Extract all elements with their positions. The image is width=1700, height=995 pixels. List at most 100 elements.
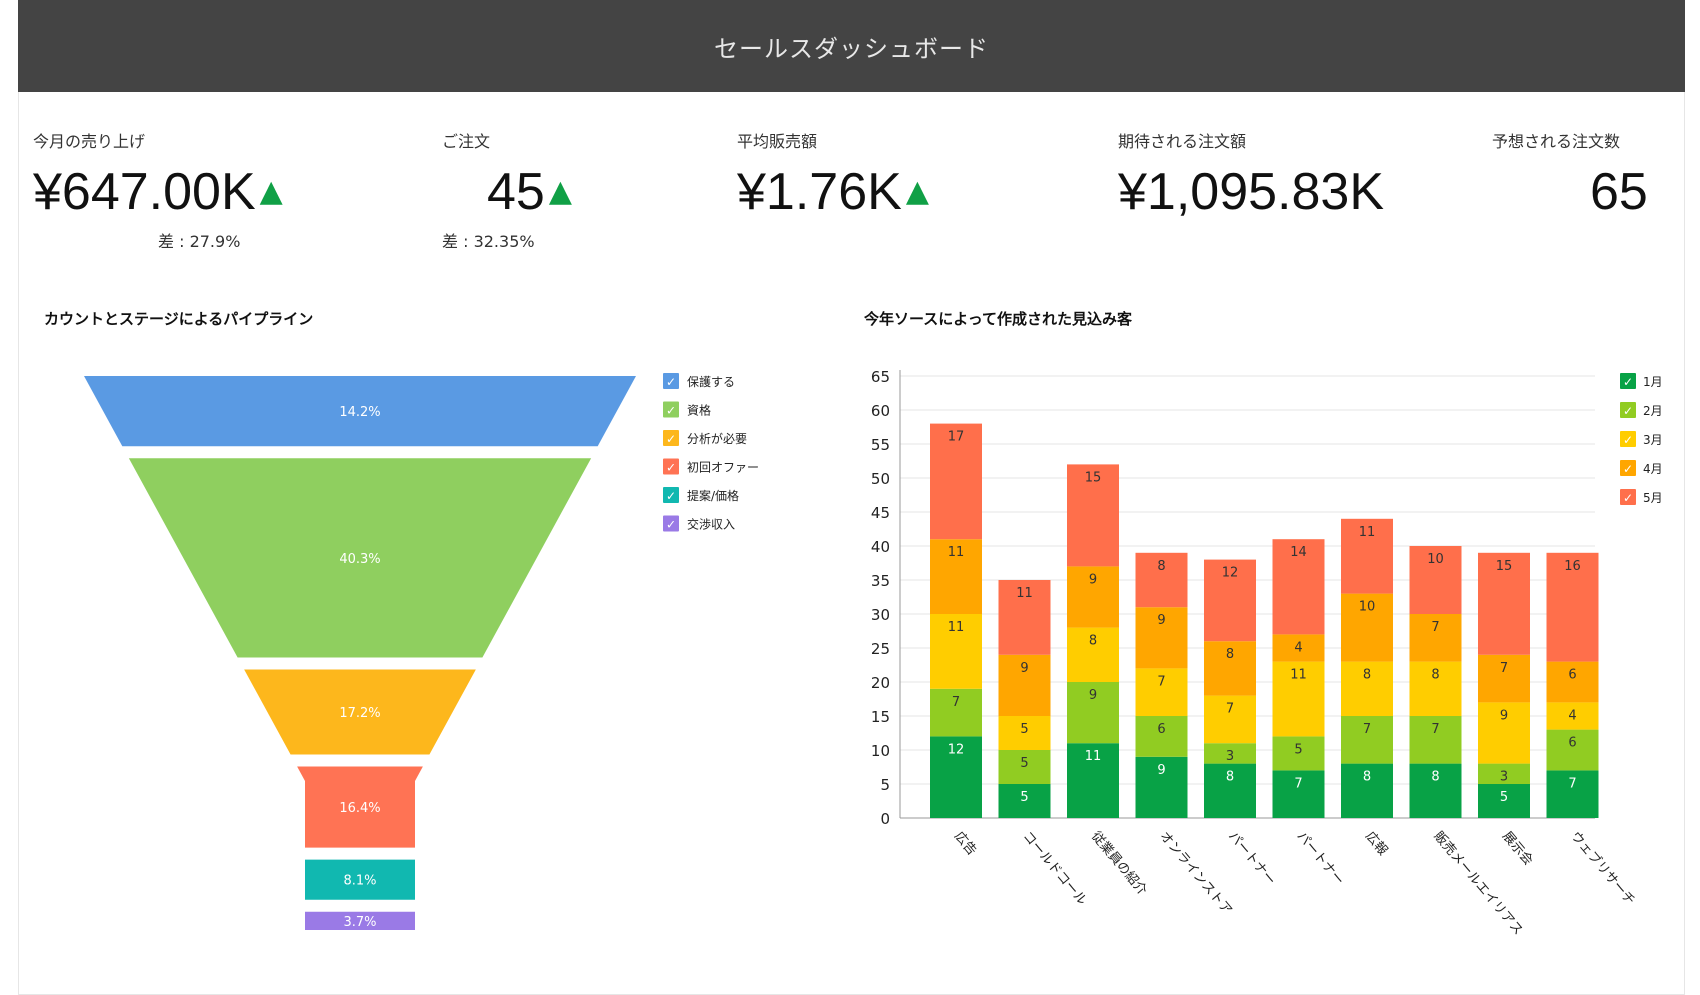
bar-value-label: 7 bbox=[1431, 620, 1439, 635]
bar-value-label: 9 bbox=[1157, 763, 1165, 778]
legend-swatch bbox=[1620, 402, 1636, 418]
legend-label: 分析が必要 bbox=[687, 431, 747, 446]
x-tick-label: オンラインストア bbox=[1156, 829, 1234, 918]
bar-segment bbox=[1067, 627, 1119, 682]
bar-value-label: 8 bbox=[1157, 559, 1165, 574]
kpi-orders: ご注文 45 ▲ 差 : 32.35% bbox=[442, 128, 572, 252]
bar-value-label: 8 bbox=[1363, 770, 1371, 785]
bar-value-label: 8 bbox=[1226, 647, 1234, 662]
bar-value-label: 7 bbox=[1294, 776, 1302, 791]
bar-value-label: 9 bbox=[1020, 661, 1028, 676]
kpi-label: 今月の売り上げ bbox=[33, 132, 146, 151]
bar-value-label: 7 bbox=[1431, 722, 1439, 737]
bar-value-label: 8 bbox=[1363, 668, 1371, 683]
bar-value-label: 11 bbox=[1359, 525, 1376, 540]
bar-segment bbox=[1546, 729, 1599, 771]
x-tick-label: パートナー bbox=[1293, 829, 1346, 888]
bar-segment bbox=[1272, 661, 1325, 737]
bar-segment bbox=[1067, 743, 1119, 818]
bar-segment bbox=[1478, 552, 1530, 655]
bar-segment bbox=[1546, 661, 1599, 703]
bar-segment bbox=[930, 423, 982, 540]
kpi-value: 65 bbox=[1590, 163, 1648, 221]
bar-value-label: 8 bbox=[1431, 770, 1439, 785]
bar-value-label: 7 bbox=[1157, 674, 1165, 689]
trend-up-icon: ▲ bbox=[905, 174, 929, 209]
legend-swatch bbox=[663, 487, 679, 503]
bar-value-label: 12 bbox=[948, 742, 965, 757]
bar-value-label: 15 bbox=[1085, 470, 1102, 485]
legend-swatch bbox=[663, 373, 679, 389]
legend-swatch bbox=[663, 458, 679, 475]
bar-value-label: 11 bbox=[948, 545, 965, 560]
y-tick-label: 40 bbox=[871, 538, 890, 556]
bar-segment bbox=[1409, 716, 1462, 764]
bar-chart-title: 今年ソースによって作成された見込み客 bbox=[864, 310, 1133, 328]
bar-value-label: 11 bbox=[1016, 586, 1033, 601]
bar-segment bbox=[1067, 464, 1119, 567]
bar-value-label: 5 bbox=[1020, 790, 1028, 805]
bar-value-label: 10 bbox=[1359, 600, 1376, 615]
legend-swatch bbox=[1620, 431, 1636, 447]
bar-segment bbox=[1478, 702, 1530, 764]
checkbox-check-icon: ✓ bbox=[1623, 404, 1633, 418]
bar-value-label: 9 bbox=[1089, 688, 1097, 703]
bar-value-label: 3 bbox=[1226, 749, 1234, 764]
kpi-average-sale: 平均販売額 ¥1.76K ▲ bbox=[737, 128, 929, 222]
legend-label: 5月 bbox=[1643, 491, 1663, 505]
bar-value-label: 7 bbox=[952, 695, 960, 710]
bar-segment bbox=[1204, 763, 1256, 818]
bar-segment bbox=[1341, 763, 1393, 818]
checkbox-check-icon: ✓ bbox=[666, 518, 676, 532]
checkbox-check-icon: ✓ bbox=[1623, 491, 1633, 505]
bar-segment bbox=[930, 688, 982, 737]
funnel-stage-label: 40.3% bbox=[339, 552, 380, 567]
bar-segment bbox=[930, 736, 982, 818]
bar-segment bbox=[1341, 661, 1393, 716]
y-tick-label: 45 bbox=[871, 504, 890, 522]
x-tick-label: 従業員の紹介 bbox=[1088, 828, 1150, 898]
bar-segment bbox=[1135, 668, 1188, 716]
bar-segment bbox=[1409, 661, 1462, 716]
funnel-stage-label: 8.1% bbox=[343, 874, 376, 889]
bar-segment bbox=[1272, 539, 1325, 635]
y-tick-label: 20 bbox=[871, 674, 890, 692]
bar-value-label: 6 bbox=[1157, 722, 1165, 737]
bar-value-label: 12 bbox=[1222, 566, 1239, 581]
bar-segment bbox=[1204, 743, 1256, 764]
y-tick-label: 0 bbox=[880, 810, 890, 828]
bar-value-label: 7 bbox=[1568, 776, 1576, 791]
legend-swatch bbox=[663, 401, 679, 418]
legend-label: 1月 bbox=[1643, 375, 1663, 389]
funnel-stage-label: 3.7% bbox=[343, 915, 376, 930]
y-tick-label: 50 bbox=[871, 470, 890, 488]
bar-value-label: 11 bbox=[1290, 668, 1307, 683]
bar-value-label: 11 bbox=[1085, 749, 1102, 764]
x-tick-label: 広報 bbox=[1362, 829, 1390, 859]
bar-segment bbox=[930, 614, 982, 689]
bar-value-label: 17 bbox=[948, 430, 965, 445]
bar-segment bbox=[1546, 702, 1599, 730]
bar-segment bbox=[1272, 736, 1325, 771]
legend-label: 交渉収入 bbox=[687, 517, 735, 532]
legend-label: 提案/価格 bbox=[687, 488, 739, 503]
y-tick-label: 55 bbox=[871, 436, 890, 454]
y-tick-label: 5 bbox=[880, 776, 890, 794]
x-tick-label: 展示会 bbox=[1499, 829, 1536, 869]
checkbox-check-icon: ✓ bbox=[666, 375, 676, 389]
bar-segment bbox=[1135, 552, 1188, 608]
bar-value-label: 6 bbox=[1568, 668, 1576, 683]
bar-value-label: 11 bbox=[948, 620, 965, 635]
legend-label: 保護する bbox=[687, 374, 735, 389]
bar-segment bbox=[1478, 763, 1530, 784]
bar-value-label: 4 bbox=[1294, 640, 1302, 655]
bar-segment bbox=[1067, 682, 1119, 744]
funnel-chart-title: カウントとステージによるパイプライン bbox=[44, 310, 314, 328]
funnel-stage-label: 16.4% bbox=[339, 801, 380, 816]
bar-segment bbox=[1272, 634, 1325, 662]
trend-up-icon: ▲ bbox=[548, 174, 572, 209]
bar-segment bbox=[1204, 559, 1256, 642]
bar-value-label: 15 bbox=[1496, 559, 1513, 574]
checkbox-check-icon: ✓ bbox=[1623, 462, 1633, 476]
x-tick-label: パートナー bbox=[1225, 829, 1278, 888]
